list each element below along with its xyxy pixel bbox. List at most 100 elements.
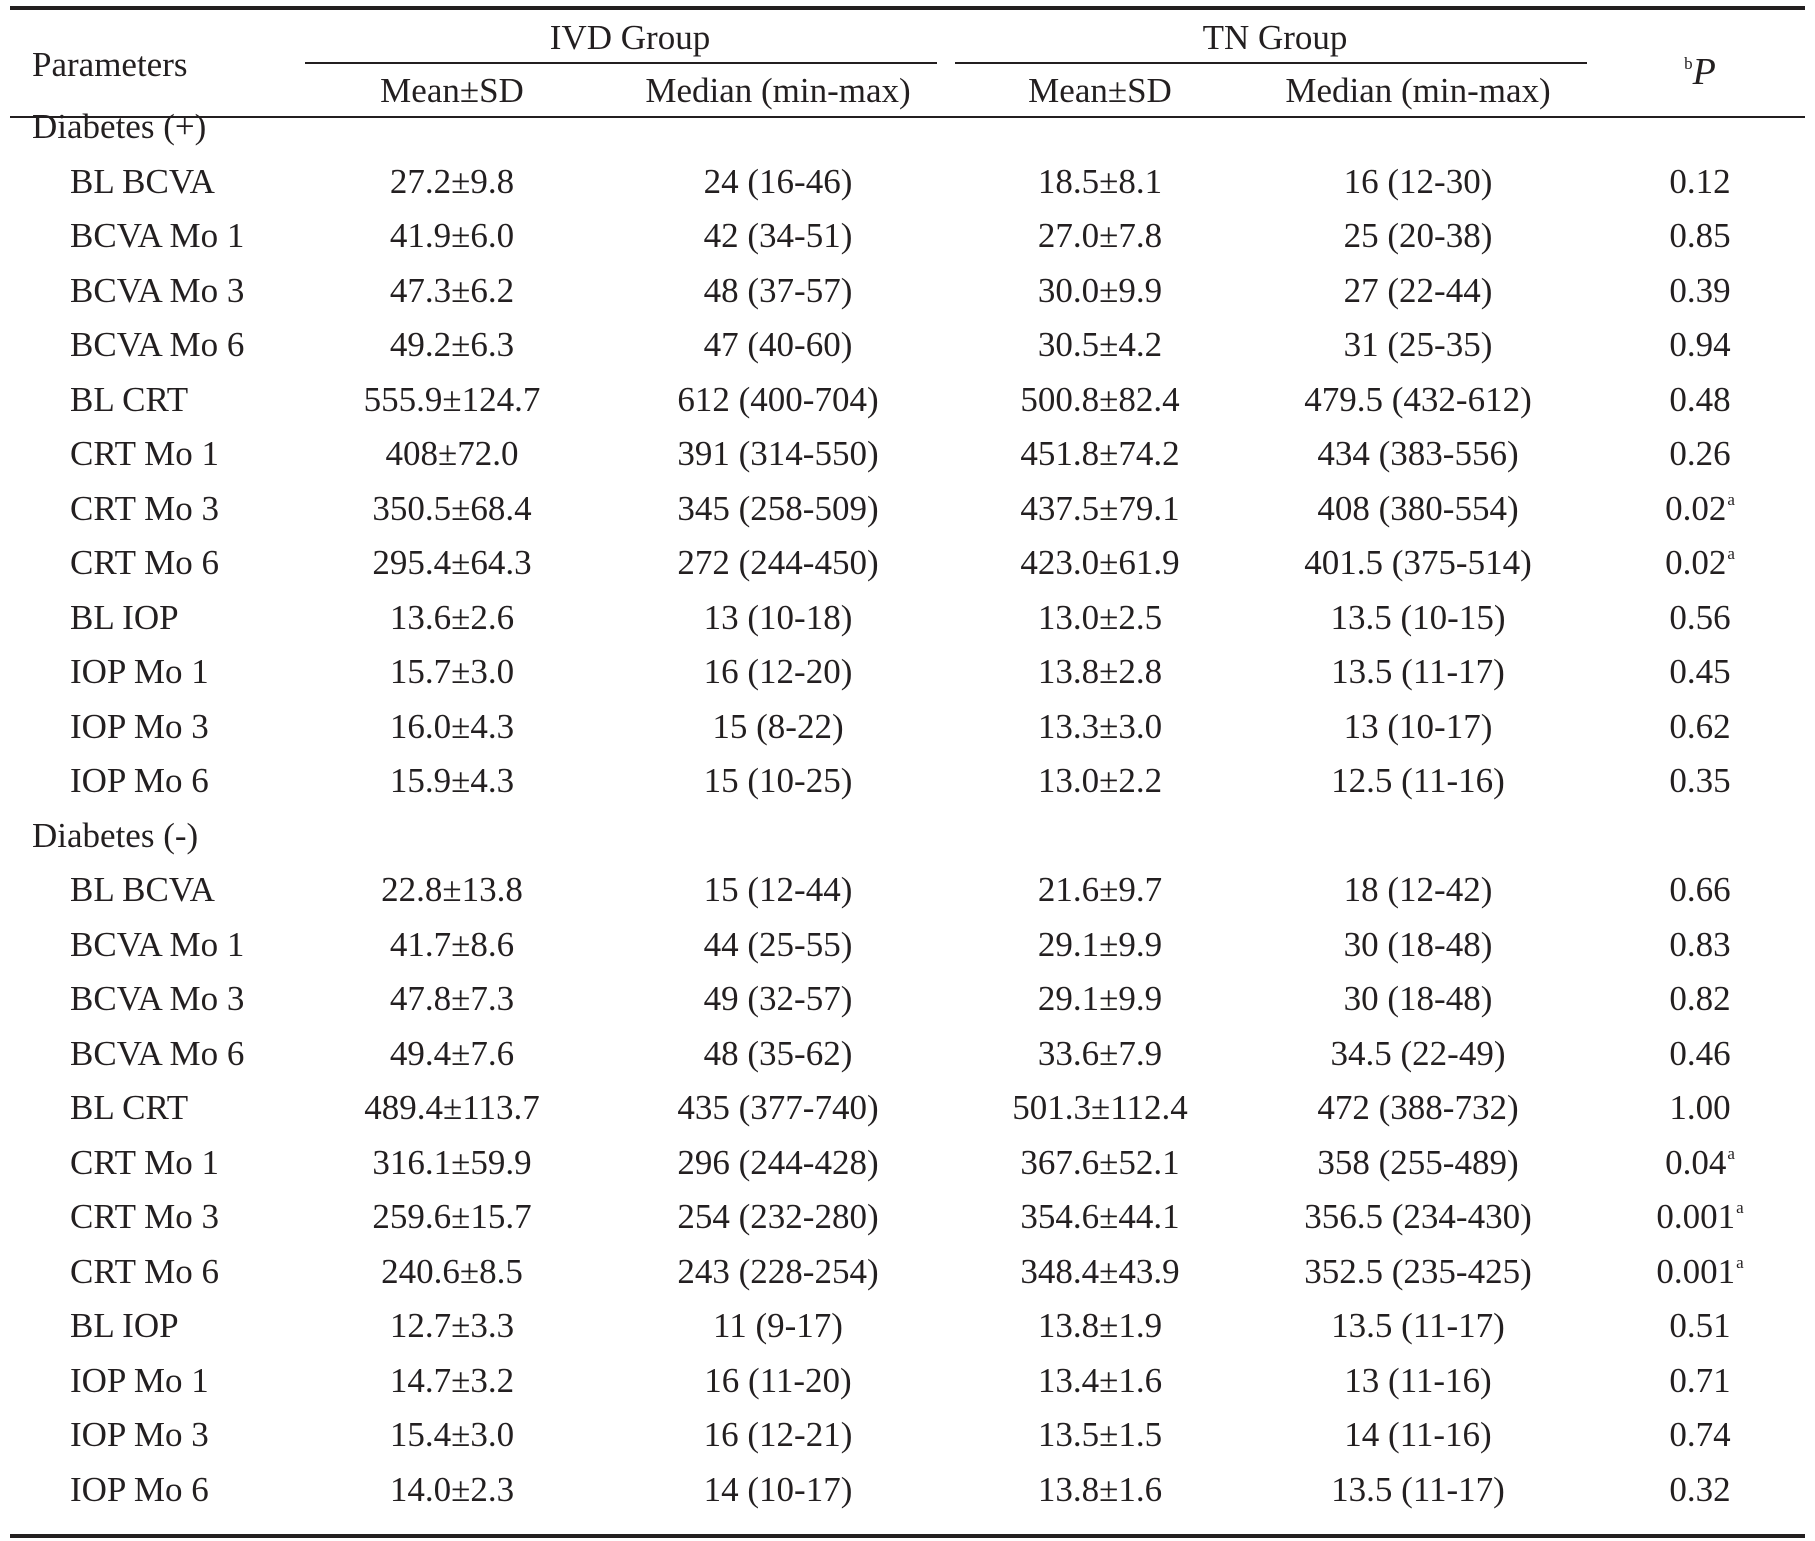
cell-ivd-median: 15 (10-25) — [703, 761, 853, 800]
cell-ivd-mean: 47.3±6.2 — [389, 270, 515, 310]
p-value-text: 0.56 — [1669, 597, 1731, 637]
cell-tn-mean: 437.5±79.1 — [1020, 488, 1180, 528]
row-parameter: BCVA Mo 3 — [70, 979, 245, 1018]
cell-ivd-mean: 47.8±7.3 — [389, 979, 515, 1018]
cell-ivd-mean: 259.6±15.7 — [372, 1197, 532, 1236]
row-parameter: IOP Mo 1 — [70, 652, 209, 691]
cell-ivd-median: 254 (232-280) — [677, 1197, 879, 1236]
cell-tn-mean: 30.5±4.2 — [1037, 325, 1163, 364]
p-value-text: 0.04 — [1665, 1142, 1727, 1182]
cell-tn-median: 472 (388-732) — [1317, 1088, 1519, 1127]
cell-ivd-median: 15 (12-44) — [703, 870, 853, 909]
p-value-text: 0.001 — [1656, 1251, 1736, 1291]
header-parameters: Parameters — [32, 45, 188, 84]
p-value-superscript: a — [1736, 1198, 1744, 1217]
cell-ivd-mean: 13.6±2.6 — [389, 597, 515, 637]
cell-ivd-median: 15 (8-22) — [712, 706, 844, 746]
cell-tn-median: 434 (383-556) — [1317, 434, 1519, 473]
cell-tn-median: 18 (12-42) — [1343, 870, 1493, 909]
cell-tn-mean: 13.5±1.5 — [1037, 1415, 1163, 1454]
p-value-text: 0.51 — [1669, 1306, 1731, 1345]
cell-ivd-median: 612 (400-704) — [677, 379, 879, 419]
row-parameter: CRT Mo 1 — [70, 1142, 219, 1182]
cell-ivd-mean: 12.7±3.3 — [389, 1306, 515, 1345]
cell-ivd-median: 272 (244-450) — [677, 543, 879, 582]
cell-tn-mean: 30.0±9.9 — [1037, 270, 1163, 310]
cell-p-value: 0.001a — [1656, 1197, 1743, 1243]
cell-tn-median: 13.5 (11-17) — [1331, 1306, 1505, 1345]
cell-ivd-mean: 15.7±3.0 — [389, 652, 515, 691]
cell-tn-mean: 348.4±43.9 — [1020, 1251, 1180, 1291]
cell-ivd-median: 49 (32-57) — [703, 979, 853, 1018]
cell-tn-mean: 33.6±7.9 — [1037, 1033, 1163, 1073]
cell-p-value: 0.51 — [1669, 1306, 1730, 1346]
cell-p-value: 0.83 — [1669, 925, 1730, 965]
header-bottom-rule — [10, 116, 1805, 118]
cell-p-value: 0.82 — [1669, 979, 1730, 1019]
row-parameter: BL CRT — [70, 1088, 189, 1127]
cell-p-value: 0.35 — [1669, 761, 1730, 801]
cell-ivd-median: 11 (9-17) — [713, 1306, 843, 1345]
cell-p-value: 0.56 — [1669, 598, 1730, 638]
cell-tn-median: 14 (11-16) — [1344, 1415, 1492, 1454]
p-value-text: 0.66 — [1669, 870, 1731, 909]
header-ivd-mean-sd: Mean±SD — [380, 71, 524, 110]
cell-ivd-median: 243 (228-254) — [677, 1251, 879, 1291]
cell-ivd-mean: 27.2±9.8 — [389, 161, 515, 201]
cell-ivd-median: 48 (35-62) — [703, 1033, 853, 1073]
cell-tn-mean: 423.0±61.9 — [1020, 543, 1180, 582]
cell-p-value: 0.48 — [1669, 380, 1730, 420]
cell-tn-median: 16 (12-30) — [1343, 161, 1493, 201]
row-parameter: BCVA Mo 1 — [70, 216, 245, 255]
p-value-superscript: a — [1727, 489, 1735, 509]
cell-ivd-median: 296 (244-428) — [677, 1142, 879, 1182]
cell-ivd-median: 435 (377-740) — [677, 1088, 879, 1127]
cell-tn-mean: 21.6±9.7 — [1037, 870, 1163, 909]
cell-tn-median: 408 (380-554) — [1317, 488, 1519, 528]
header-tn-mean-sd: Mean±SD — [1028, 71, 1172, 110]
cell-p-value: 0.26 — [1669, 434, 1730, 474]
p-value-superscript: a — [1727, 544, 1735, 563]
p-value-superscript: a — [1727, 1143, 1735, 1163]
cell-tn-median: 30 (18-48) — [1343, 979, 1493, 1018]
cell-tn-median: 13 (10-17) — [1343, 706, 1493, 746]
cell-p-value: 0.001a — [1656, 1252, 1743, 1298]
cell-ivd-median: 345 (258-509) — [677, 488, 879, 528]
row-parameter: IOP Mo 3 — [70, 706, 209, 746]
cell-ivd-median: 16 (12-20) — [703, 652, 853, 691]
p-value-text: 0.35 — [1669, 761, 1731, 800]
cell-p-value: 0.12 — [1669, 162, 1730, 202]
cell-tn-median: 30 (18-48) — [1343, 924, 1493, 964]
p-value-text: 0.46 — [1669, 1033, 1731, 1073]
cell-tn-median: 13 (11-16) — [1344, 1360, 1492, 1400]
cell-tn-median: 12.5 (11-16) — [1331, 761, 1505, 800]
row-parameter: BCVA Mo 1 — [70, 924, 245, 964]
row-parameter: CRT Mo 3 — [70, 488, 219, 528]
cell-ivd-median: 14 (10-17) — [703, 1469, 853, 1509]
cell-p-value: 0.45 — [1669, 652, 1730, 692]
tn-group-underline — [955, 62, 1587, 64]
p-value-text: 0.26 — [1669, 434, 1731, 473]
cell-p-value: 1.00 — [1669, 1088, 1730, 1128]
cell-tn-median: 34.5 (22-49) — [1330, 1033, 1506, 1073]
cell-p-value: 0.74 — [1669, 1415, 1730, 1455]
cell-tn-median: 401.5 (375-514) — [1304, 543, 1532, 582]
cell-tn-mean: 501.3±112.4 — [1012, 1088, 1188, 1127]
cell-ivd-median: 48 (37-57) — [703, 270, 853, 310]
cell-ivd-mean: 350.5±68.4 — [372, 488, 532, 528]
p-value-text: 0.62 — [1669, 706, 1731, 746]
header-tn-median: Median (min-max) — [1285, 71, 1551, 110]
cell-p-value: 0.46 — [1669, 1034, 1730, 1074]
cell-ivd-mean: 16.0±4.3 — [389, 706, 515, 746]
cell-tn-mean: 13.0±2.2 — [1037, 761, 1163, 800]
cell-tn-mean: 27.0±7.8 — [1037, 216, 1163, 255]
cell-ivd-mean: 240.6±8.5 — [381, 1251, 523, 1291]
p-value-text: 0.001 — [1656, 1197, 1736, 1236]
cell-tn-mean: 13.3±3.0 — [1037, 706, 1163, 746]
p-value-text: 0.85 — [1669, 216, 1731, 255]
cell-ivd-mean: 41.7±8.6 — [389, 924, 515, 964]
row-parameter: BCVA Mo 3 — [70, 270, 245, 310]
p-value-text: 0.39 — [1669, 270, 1731, 310]
p-value-text: 0.74 — [1669, 1415, 1731, 1454]
